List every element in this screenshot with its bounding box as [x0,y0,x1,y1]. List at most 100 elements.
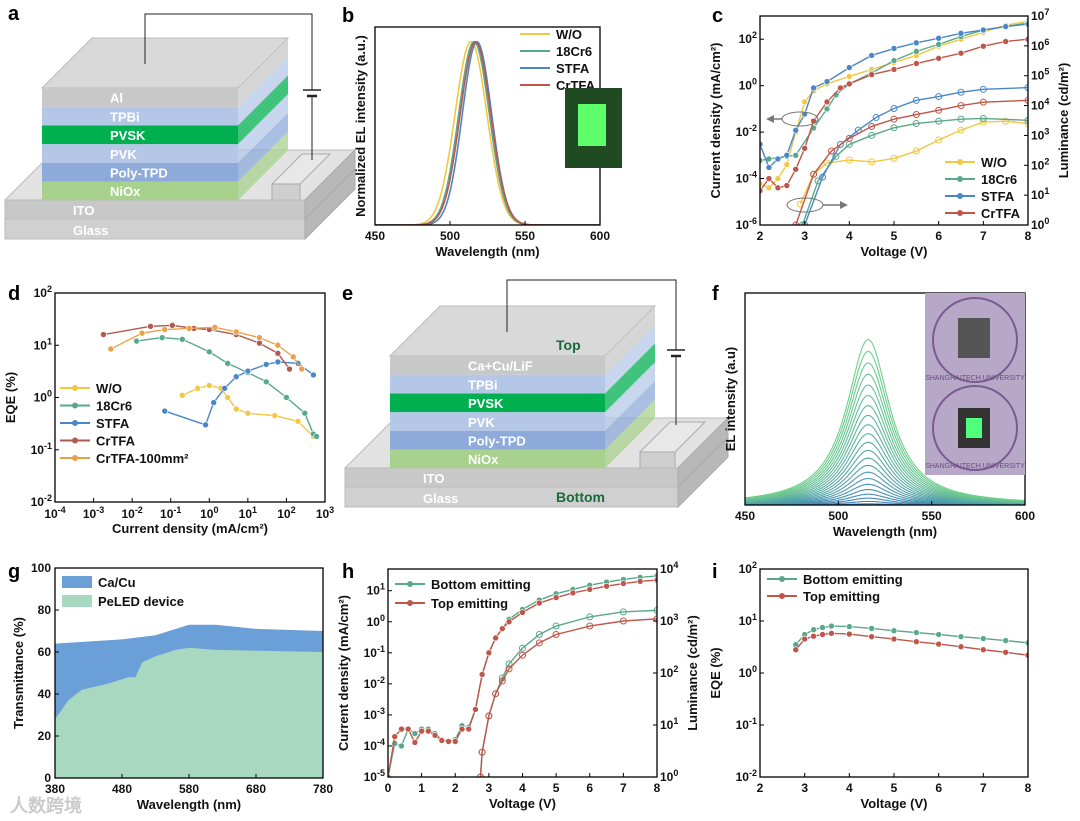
layer-label: Glass [423,491,458,506]
layer-3 [42,144,238,163]
data-point [445,738,452,745]
data-point [398,725,405,733]
panel-label-h: h [342,561,354,583]
data-point [792,166,800,173]
legend-label: 18Cr6 [981,172,1017,187]
data-point [100,331,107,338]
data-point [138,329,146,337]
data-point [262,361,270,368]
layer-side [605,380,655,450]
data-point [179,392,186,399]
y-tick-label: 102 [739,30,757,46]
x-axis-title: Voltage (V) [489,796,556,811]
data-point [913,39,920,47]
device-photo-inset: SHANGHAITECH UNIVERSITY SHANGHAITECH UNIV… [925,293,1025,475]
data-point [890,104,898,112]
data-point [301,409,309,417]
series-line [479,609,657,777]
x-tick-label: 3 [486,781,493,795]
chart-c: 2 3 4 5 6 7 8 10-6 10-4 10-2 100 102 100 101 102 103 104… [708,7,1071,259]
data-point [244,367,252,375]
data-point [890,115,898,123]
legend-marker [72,420,78,426]
data-point [653,606,657,614]
data-point [179,335,186,343]
layer-label: PVK [110,147,137,162]
x-tick-label: 10-2 [121,505,142,521]
x-tick-label: 6 [935,781,942,795]
series-line [182,384,314,437]
legend-label: Ca/Cu [98,575,136,590]
data-point [868,122,876,130]
data-point [868,625,875,632]
spectrum-line [745,350,1025,502]
data-point [161,407,169,415]
data-point [828,630,835,637]
y-tick-label: 10-1 [736,716,757,732]
legend-label: CrTFA [981,206,1021,221]
data-point [1024,84,1028,92]
y2-tick-label: 103 [660,612,678,628]
watermark: 人数跨境 [10,795,82,816]
data-point [810,84,817,92]
data-point [890,154,898,162]
panel-label-g: g [8,561,20,583]
data-point [890,124,898,132]
data-point [499,625,506,632]
series-line [795,99,1028,225]
data-point [256,339,263,347]
y2-tick-label: 103 [1031,126,1049,142]
layer-0 [390,356,605,375]
layer-4 [42,162,238,182]
top-label: Top [556,337,581,353]
x-tick-label: 10-4 [44,505,65,521]
data-point [404,725,412,733]
x-tick-label: 0 [385,781,392,795]
data-point [147,323,154,330]
x-axis-title: Voltage (V) [861,244,928,259]
emitting-pixel [966,418,982,438]
data-point [845,140,853,148]
x-tick-label: 6 [935,229,942,243]
y-tick-label: 102 [739,560,757,576]
legend-marker [957,159,963,165]
data-point [890,635,898,643]
x-tick-label: 780 [313,782,333,796]
data-point [586,586,594,593]
legend-label: CrTFA [96,434,136,449]
data-point [783,161,791,168]
layer-side [238,75,288,145]
legend: Bottom emitting Top emitting [767,572,903,604]
data-point [286,365,293,373]
data-point [823,78,831,85]
x-tick-label: 480 [112,782,132,796]
panel-label-f: f [712,283,719,305]
y2-tick-label: 106 [1031,37,1049,53]
data-point [828,622,835,630]
y2-tick-label: 102 [1031,156,1049,172]
x-tick-label: 7 [620,781,627,795]
chart-g: 380 480 580 680 780 0 20 40 60 80 100 Wavelength (n… [11,561,333,812]
layer-glass [344,486,679,508]
x-tick-label: 380 [45,782,65,796]
layer-side [605,324,655,394]
legend-marker [72,437,78,444]
y-tick-label: 10-2 [736,123,757,139]
layer-label: Al [110,91,123,106]
data-point [619,617,627,625]
y-tick-label: 100 [34,389,52,405]
y-tick-label: 10-4 [736,170,757,186]
y2-tick-label: 100 [660,768,678,784]
data-point [519,651,526,659]
data-point [205,348,213,356]
data-point [823,105,831,113]
y-tick-label: 101 [34,336,52,352]
data-point [505,660,513,668]
legend-marker [779,593,785,599]
layer-label: Poly-TPD [110,166,168,181]
data-point [476,773,484,777]
legend-label: 18Cr6 [96,399,132,414]
device-unlit [958,318,990,358]
y2-tick-label: 104 [1031,97,1049,113]
data-point [957,29,965,37]
